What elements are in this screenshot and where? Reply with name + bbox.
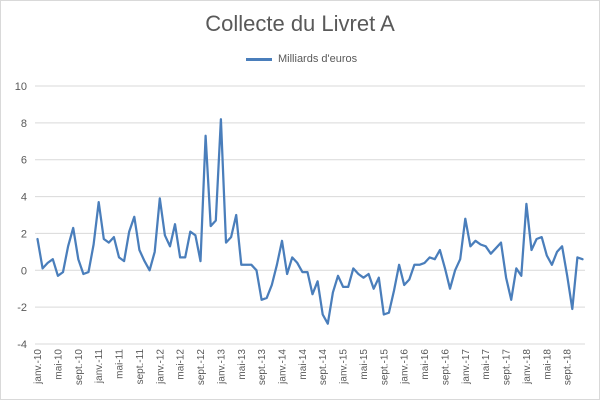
chart-title: Collecte du Livret A [205,11,395,36]
y-tick-label: 0 [21,265,27,277]
x-tick-label: sept.-17 [502,349,513,386]
y-tick-label: 2 [21,228,27,240]
series-line [36,118,584,325]
x-tick-label: mai-17 [481,349,492,380]
y-tick-label: 6 [21,155,27,167]
x-tick-label: sept.-15 [379,349,390,386]
x-tick-label: mai-18 [542,349,553,380]
legend-swatch [246,57,272,61]
x-tick-label: mai-10 [53,349,64,380]
x-tick-label: janv.-13 [216,349,227,385]
y-tick-label: -4 [17,339,27,351]
x-tick-label: mai-11 [115,349,126,379]
x-tick-label: janv.-12 [155,349,166,385]
x-tick-label: mai-15 [359,349,370,380]
x-tick-label: janv.-14 [277,349,288,385]
legend-label: Milliards d'euros [278,53,358,65]
x-tick-label: sept.-12 [196,349,207,386]
x-tick-label: janv.-18 [522,349,533,385]
y-tick-label: -2 [17,302,27,314]
y-tick-label: 10 [15,81,27,93]
x-tick-label: janv.-11 [94,349,105,385]
y-tick-label: 4 [21,192,27,204]
x-tick-label: mai-13 [237,349,248,380]
legend: Milliards d'euros [246,53,357,65]
x-tick-label: sept.-10 [74,349,85,386]
x-tick-label: sept.-16 [440,349,451,386]
y-tick-label: 8 [21,118,27,130]
x-tick-label: janv.-17 [461,349,472,385]
x-tick-label: sept.-11 [135,349,146,385]
x-tick-label: janv.-16 [400,349,411,385]
x-tick-label: janv.-10 [33,349,44,385]
x-tick-label: janv.-15 [339,349,350,385]
x-tick-label: mai-16 [420,349,431,380]
x-tick-label: mai-14 [298,349,309,380]
x-tick-label: mai-12 [176,349,187,380]
x-tick-label: sept.-18 [563,349,574,386]
x-tick-label: sept.-13 [257,349,268,386]
x-tick-label: sept.-14 [318,349,329,386]
